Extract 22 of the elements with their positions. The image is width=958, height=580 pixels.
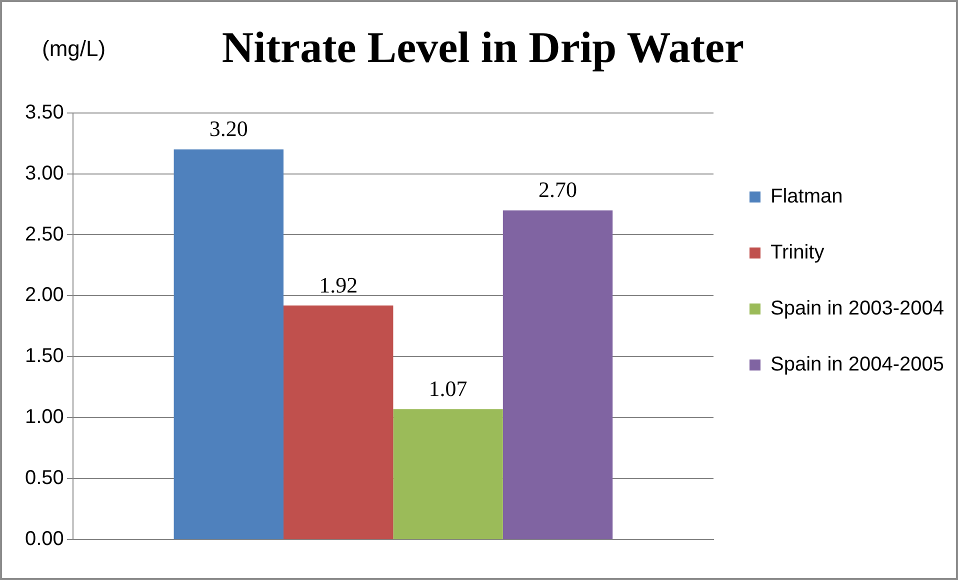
data-label: 1.92 — [319, 272, 358, 298]
y-tick-label: 3.00 — [24, 162, 64, 184]
legend-label: Spain in 2004-2005 — [770, 354, 944, 376]
data-label: 1.07 — [428, 376, 468, 401]
y-tick-label: 1.50 — [24, 345, 64, 368]
bar — [174, 149, 284, 540]
data-label: 3.20 — [209, 116, 248, 142]
legend-label: Trinity — [770, 242, 824, 264]
y-tick-label: 3.50 — [24, 101, 64, 124]
bar — [284, 305, 394, 540]
bar — [502, 210, 613, 540]
y-tick-label: 2.00 — [24, 284, 64, 306]
y-tick-label: 1.00 — [24, 406, 64, 428]
bar — [393, 409, 503, 540]
y-tick-label: 0.50 — [24, 467, 64, 490]
chart-title: Nitrate Level in Drip Water — [222, 22, 744, 72]
y-axis-title: (mg/L) — [42, 36, 106, 62]
y-tick-label: 2.50 — [24, 223, 64, 246]
legend-label: Spain in 2003-2004 — [770, 298, 944, 320]
legend-label: Flatman — [770, 186, 843, 208]
data-label: 2.70 — [538, 177, 578, 202]
y-tick-label: 0.00 — [24, 528, 64, 550]
